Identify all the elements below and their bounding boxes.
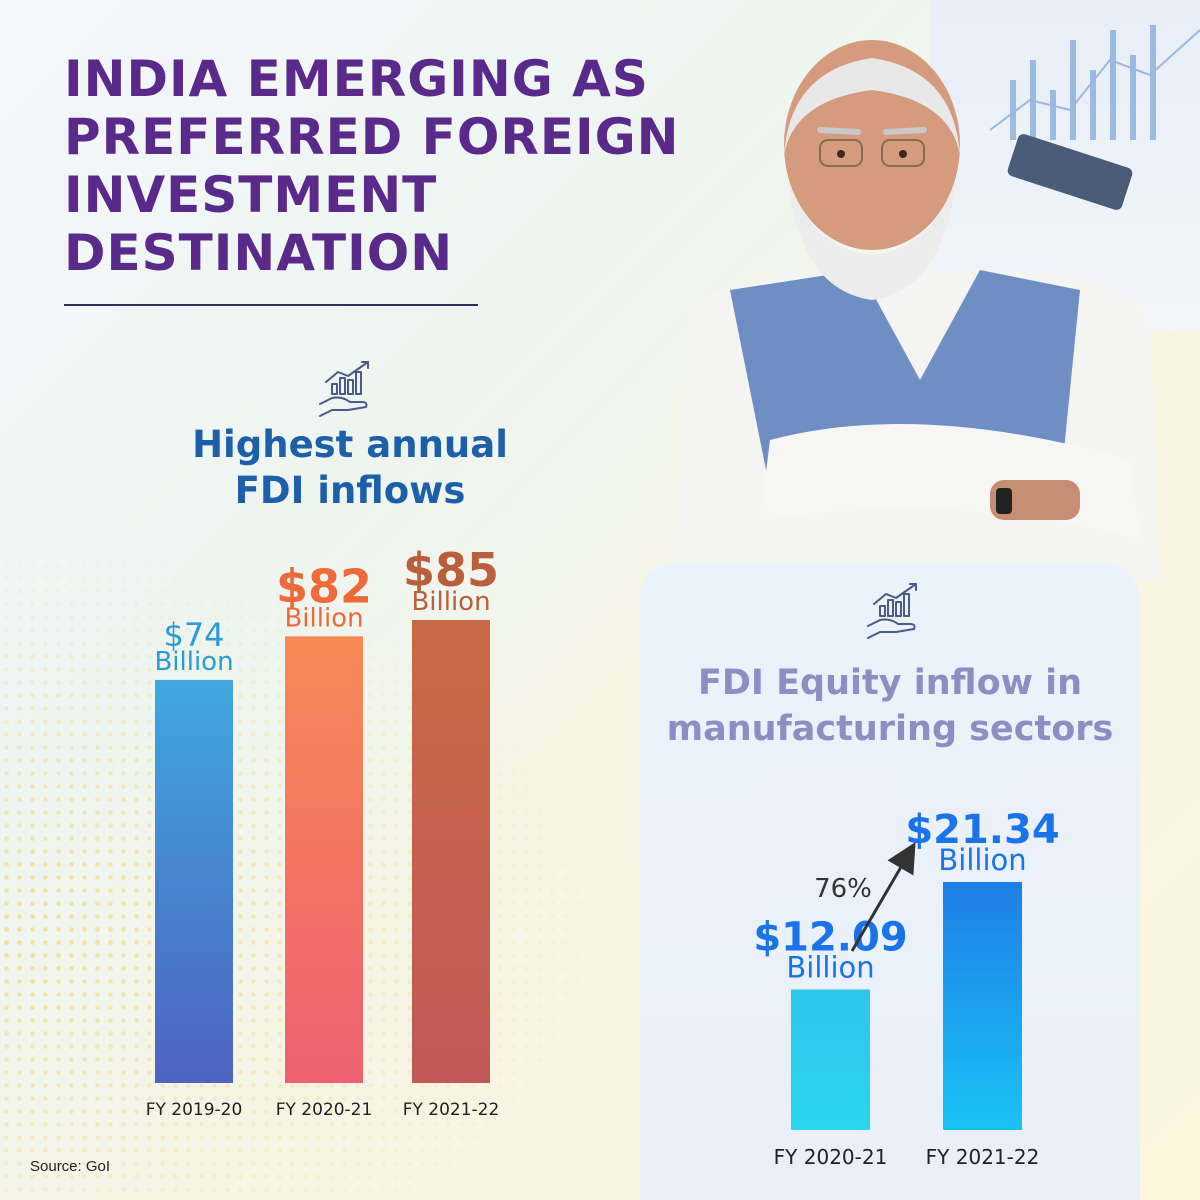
unit-label: Billion bbox=[411, 587, 490, 617]
value-label: $82 bbox=[276, 559, 372, 613]
manufacturing-panel bbox=[640, 563, 1140, 1200]
person-portrait bbox=[670, 40, 1160, 580]
investment-growth-icon bbox=[867, 583, 917, 639]
category-label: FY 2019-20 bbox=[146, 1100, 243, 1120]
value-label: $21.34 bbox=[905, 807, 1059, 853]
value-label: $12.09 bbox=[753, 914, 907, 960]
right-chart-title: FDI Equity inflow in manufacturing secto… bbox=[660, 660, 1120, 752]
bar-fy-2019-20 bbox=[155, 679, 233, 1083]
left-chart-title: Highest annual FDI inflows bbox=[150, 422, 550, 514]
right-chart-title-line-1: FDI Equity inflow in bbox=[697, 663, 1083, 703]
source-note: Source: GoI bbox=[30, 1158, 111, 1175]
title-divider bbox=[64, 304, 478, 306]
unit-label: Billion bbox=[786, 950, 874, 984]
growth-percent-label: 76% bbox=[814, 874, 872, 904]
growth-arrow-icon bbox=[850, 842, 916, 952]
unit-label: Billion bbox=[938, 843, 1026, 877]
left-chart-title-line-1: Highest annual bbox=[192, 423, 508, 466]
investment-growth-icon bbox=[319, 361, 369, 417]
category-label: FY 2021-22 bbox=[403, 1100, 500, 1120]
bar-fy-2021-22 bbox=[412, 620, 490, 1083]
unit-label: Billion bbox=[154, 647, 233, 677]
right-chart-title-line-2: manufacturing sectors bbox=[666, 709, 1114, 749]
bar-fy-2020-21 bbox=[285, 636, 363, 1083]
bar-fy-2020-21 bbox=[791, 989, 870, 1130]
category-label: FY 2020-21 bbox=[774, 1145, 888, 1169]
backdrop-bars-icon bbox=[990, 25, 1200, 140]
bar-fy-2021-22 bbox=[943, 882, 1022, 1130]
unit-label: Billion bbox=[284, 603, 363, 633]
page-title: INDIA EMERGING AS PREFERRED FOREIGN INVE… bbox=[64, 50, 680, 282]
value-label: $74 bbox=[163, 616, 224, 654]
value-label: $85 bbox=[403, 543, 499, 597]
left-chart-title-line-2: FDI inflows bbox=[234, 469, 466, 512]
category-label: FY 2020-21 bbox=[276, 1100, 373, 1120]
category-label: FY 2021-22 bbox=[926, 1145, 1040, 1169]
